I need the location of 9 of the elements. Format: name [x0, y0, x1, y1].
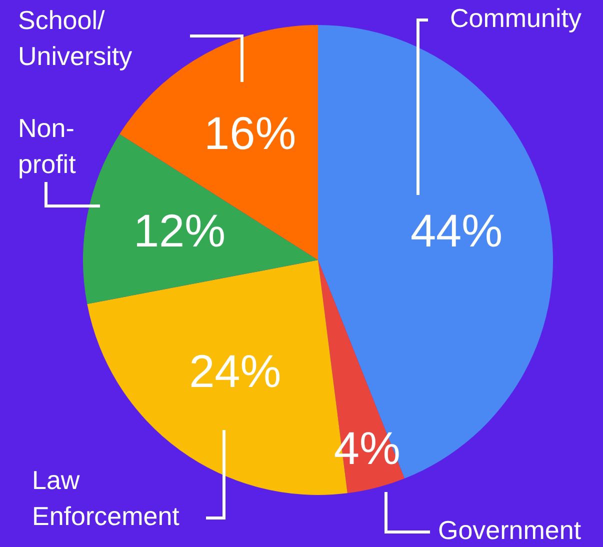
data-label: 24%	[189, 344, 282, 397]
data-label: 16%	[204, 107, 296, 160]
data-label: 12%	[133, 204, 226, 256]
slice-label: Non-profit	[18, 113, 77, 180]
slice-label: Law Enforcement	[32, 465, 180, 532]
slice-label: Government	[438, 515, 582, 546]
data-label: 44%	[410, 204, 503, 256]
slice-label: Community	[450, 3, 582, 34]
slice-label: School/University	[18, 5, 132, 72]
